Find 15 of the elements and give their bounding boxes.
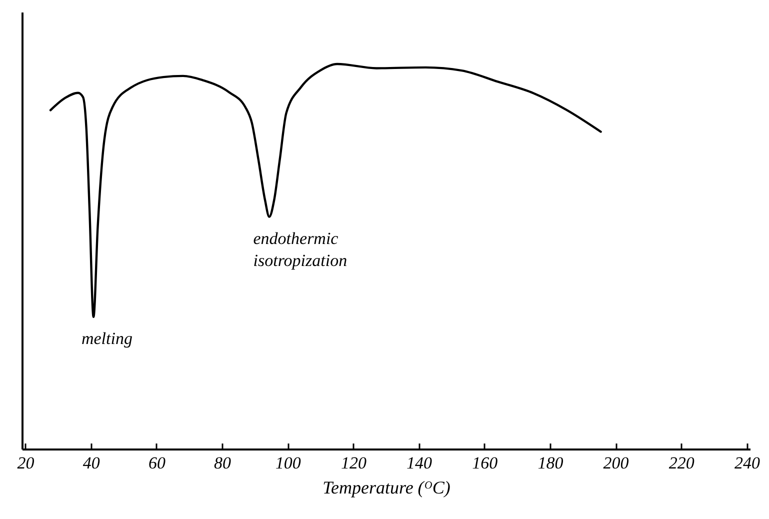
x-tick-label: 40: [82, 454, 100, 472]
x-tick-label: 240: [734, 454, 760, 472]
x-tick-label: 120: [340, 454, 367, 472]
x-tick-label: 200: [603, 454, 630, 472]
annotation: endothermic isotropization: [253, 228, 348, 270]
x-tick-label: 80: [214, 454, 232, 472]
x-tick-label: 180: [538, 454, 564, 472]
x-tick-label: 220: [668, 454, 695, 472]
x-tick-label: 60: [148, 454, 166, 472]
x-tick-label: 20: [17, 454, 35, 472]
x-tick-label: 140: [406, 454, 433, 472]
x-axis-title: Temperature (ᴼC): [322, 478, 450, 498]
x-tick-label: 100: [275, 454, 302, 472]
annotation: melting: [81, 328, 132, 348]
x-tick-label: 160: [472, 454, 498, 472]
